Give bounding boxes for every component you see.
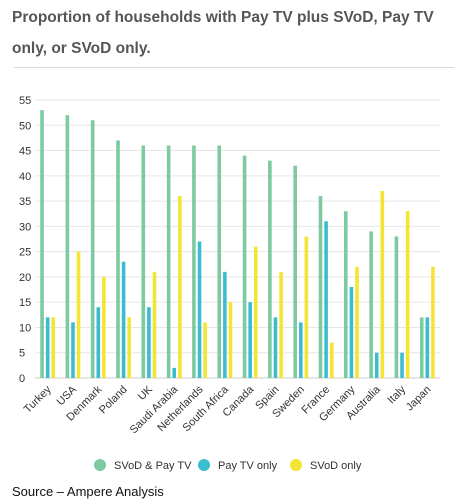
bar: [355, 266, 359, 378]
x-tick-label: UK: [136, 383, 156, 403]
bar: [400, 352, 404, 378]
source-note: Source – Ampere Analysis: [12, 484, 164, 499]
bar: [178, 196, 182, 378]
bar: [121, 261, 126, 378]
bar: [298, 322, 303, 378]
bar: [329, 342, 334, 378]
bar: [147, 307, 151, 378]
bar: [96, 307, 101, 378]
chart-title: Proportion of households with Pay TV plu…: [12, 9, 434, 57]
y-tick-label: 30: [19, 221, 31, 233]
bar: [197, 241, 202, 378]
bar: [166, 145, 171, 378]
bar: [76, 251, 81, 378]
y-tick-label: 0: [19, 373, 25, 385]
y-tick-label: 20: [19, 272, 31, 284]
bar: [431, 266, 435, 378]
y-tick-label: 50: [19, 120, 31, 132]
legend-swatch: [94, 459, 106, 471]
bar: [102, 276, 106, 378]
bar: [380, 190, 385, 378]
bar: [268, 160, 272, 378]
bar: [304, 236, 309, 378]
bar: [172, 367, 177, 378]
bar: [405, 211, 410, 378]
legend-label: SVoD & Pay TV: [114, 460, 192, 472]
y-tick-label: 55: [19, 95, 31, 107]
bar: [228, 302, 233, 378]
y-tick-label: 5: [19, 348, 25, 360]
bar: [293, 165, 297, 378]
legend: SVoD & Pay TV Pay TV only SVoD only: [94, 459, 362, 472]
bar: [394, 236, 399, 378]
bar: [217, 145, 222, 378]
x-tick-label: Turkey: [22, 383, 54, 415]
bar: [374, 352, 379, 378]
y-tick-label: 35: [19, 196, 31, 208]
y-tick-label: 40: [19, 171, 31, 183]
bar: [45, 317, 50, 378]
bar: [419, 317, 424, 378]
x-tick-label: Japan: [404, 384, 434, 414]
bar: [152, 271, 157, 378]
bar: [51, 317, 56, 378]
legend-label: Pay TV only: [218, 460, 278, 472]
legend-label: SVoD only: [310, 460, 362, 472]
y-axis-ticks: 0 5 10 15 20 25 30 35 40 45 50 55: [19, 95, 31, 385]
x-tick-label: Poland: [97, 384, 130, 417]
bar: [90, 120, 95, 378]
bar: [223, 271, 227, 378]
bar: [253, 246, 258, 378]
bars: [40, 110, 435, 378]
y-tick-label: 15: [19, 297, 31, 309]
bar: [40, 110, 44, 378]
bar: [248, 302, 252, 378]
bar: [116, 140, 120, 378]
title-divider: [14, 67, 454, 68]
y-tick-label: 10: [19, 322, 31, 334]
bar: [425, 317, 430, 378]
y-tick-label: 25: [19, 247, 31, 259]
bar: [344, 211, 348, 378]
bar: [349, 287, 354, 378]
bar: [324, 221, 328, 378]
legend-swatch: [290, 459, 302, 471]
bar: [65, 115, 70, 378]
bar: [318, 196, 323, 378]
legend-swatch: [198, 459, 210, 471]
bar: [242, 155, 247, 378]
bar: [127, 317, 131, 378]
bar: [369, 231, 373, 378]
bar: [203, 322, 207, 378]
bar: [279, 271, 283, 378]
bar: [141, 145, 146, 378]
bar: [273, 317, 278, 378]
gridlines: [35, 99, 440, 379]
y-tick-label: 45: [19, 146, 31, 158]
bar: [71, 322, 75, 378]
bar: [192, 145, 196, 378]
